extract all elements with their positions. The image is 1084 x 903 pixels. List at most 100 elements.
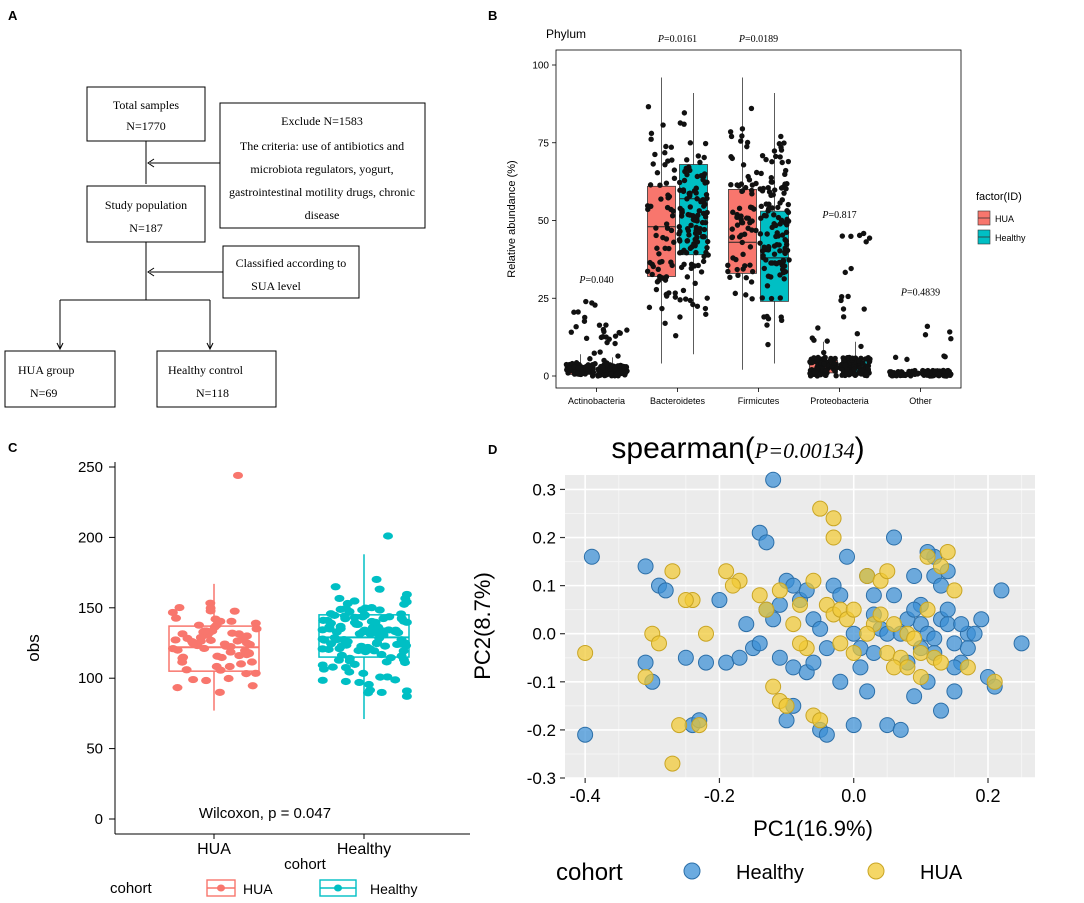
chart-c-point bbox=[390, 676, 401, 684]
chart-b-point bbox=[904, 356, 910, 363]
chart-d-point-healthy bbox=[852, 659, 869, 676]
chart-b-point bbox=[743, 292, 749, 298]
chart-d-point-hua bbox=[724, 577, 741, 594]
chart-b-point bbox=[840, 314, 847, 320]
panel-label-b: B bbox=[488, 8, 497, 23]
chart-c-point bbox=[353, 646, 364, 655]
chart-d-point-hua bbox=[933, 558, 949, 575]
chart-c-point bbox=[401, 692, 412, 700]
chart-b-pvalue: P=0.4839 bbox=[900, 288, 940, 299]
chart-b-point bbox=[778, 185, 785, 191]
chart-b-point bbox=[654, 245, 660, 251]
chart-b-point bbox=[827, 357, 834, 364]
chart-b-point bbox=[681, 261, 687, 268]
chart-d-point-healthy bbox=[906, 568, 923, 584]
chart-b-point bbox=[866, 359, 872, 365]
chart-b-point bbox=[702, 305, 709, 312]
chart-b-point bbox=[725, 268, 731, 275]
total-samples-count: N=1770 bbox=[126, 119, 165, 133]
chart-d-point-healthy bbox=[865, 644, 882, 661]
chart-c-point bbox=[396, 610, 407, 618]
chart-b-point bbox=[729, 226, 735, 232]
chart-d-point-hua bbox=[785, 616, 802, 633]
chart-d-point-healthy bbox=[906, 601, 923, 618]
healthy-control-label: Healthy control bbox=[168, 363, 244, 377]
chart-c-point bbox=[177, 658, 188, 666]
chart-d-point-healthy bbox=[751, 635, 768, 652]
chart-d-ytick-label: 0.2 bbox=[532, 529, 556, 548]
chart-b-point bbox=[782, 181, 788, 187]
chart-b-point bbox=[770, 192, 776, 198]
chart-b-point bbox=[681, 247, 687, 254]
chart-b-point bbox=[665, 195, 671, 201]
chart-b-point bbox=[573, 324, 579, 330]
chart-b-point bbox=[571, 364, 578, 370]
chart-d-legend-title: cohort bbox=[556, 859, 623, 886]
chart-c-point bbox=[401, 590, 412, 599]
chart-c-xtick-label: HUA bbox=[197, 841, 231, 858]
chart-b-point bbox=[694, 303, 701, 309]
chart-c-point bbox=[381, 658, 392, 666]
chart-d-point-hua bbox=[825, 529, 842, 546]
chart-b-point bbox=[856, 232, 863, 239]
chart-c-ytick-label: 50 bbox=[86, 741, 103, 758]
chart-b-point bbox=[768, 274, 774, 280]
chart-b-point bbox=[598, 334, 605, 341]
chart-b-point bbox=[671, 175, 678, 182]
chart-b-point bbox=[734, 214, 740, 220]
chart-b-point bbox=[579, 369, 585, 375]
chart-b-point bbox=[749, 268, 756, 275]
chart-b-point bbox=[684, 274, 691, 280]
chart-b-point bbox=[842, 269, 848, 276]
chart-b-point bbox=[734, 182, 740, 188]
chart-d-xlabel: PC1(16.9%) bbox=[753, 816, 873, 841]
chart-c-point bbox=[401, 598, 412, 606]
total-samples-label: Total samples bbox=[113, 98, 179, 112]
chart-b-point bbox=[663, 143, 669, 150]
hua-group-count: N=69 bbox=[30, 386, 57, 400]
chart-b-point bbox=[782, 249, 788, 256]
chart-b-point bbox=[914, 370, 920, 377]
chart-b-point bbox=[658, 196, 664, 202]
chart-b-point bbox=[851, 366, 858, 372]
chart-d-title-p: P=0.00134 bbox=[754, 438, 855, 463]
chart-c-point bbox=[371, 575, 382, 584]
chart-b-point bbox=[759, 295, 765, 301]
chart-b-point bbox=[839, 233, 846, 239]
chart-b-point bbox=[905, 371, 911, 377]
exclude-line-3: microbiota regulators, yogurt, bbox=[250, 162, 393, 176]
chart-c-point bbox=[344, 668, 355, 676]
chart-b-point bbox=[746, 177, 753, 183]
chart-d-point-healthy bbox=[865, 587, 882, 604]
exclude-line-5: disease bbox=[305, 208, 340, 222]
chart-b-point bbox=[738, 181, 745, 187]
chart-b-point bbox=[838, 293, 845, 300]
chart-d-point-healthy bbox=[711, 592, 728, 609]
chart-d-point-healthy bbox=[785, 659, 802, 676]
chart-d-point-hua bbox=[906, 630, 923, 647]
chart-d-xtick-label: -0.2 bbox=[704, 786, 735, 806]
chart-d-point-hua bbox=[771, 582, 788, 599]
chart-b-point bbox=[738, 232, 745, 238]
chart-b-point bbox=[777, 154, 783, 160]
chart-b-point bbox=[696, 229, 703, 236]
hua-group-label: HUA group bbox=[18, 363, 74, 377]
chart-b-point bbox=[778, 314, 784, 320]
chart-b-point bbox=[888, 369, 895, 376]
chart-c-point bbox=[335, 625, 346, 633]
chart-b-point bbox=[692, 236, 698, 243]
chart-b-point bbox=[650, 161, 656, 167]
chart-b-point bbox=[687, 140, 694, 146]
chart-b-point bbox=[673, 332, 679, 339]
chart-c-point bbox=[334, 594, 345, 603]
chart-b-point bbox=[615, 353, 621, 359]
chart-b-point bbox=[693, 249, 699, 256]
chart-c-point bbox=[201, 676, 212, 685]
chart-b-point bbox=[861, 306, 867, 312]
chart-b-point bbox=[657, 259, 663, 265]
chart-b-point bbox=[778, 133, 784, 140]
chart-d-point-healthy bbox=[966, 625, 983, 642]
chart-d-point-hua bbox=[751, 587, 768, 604]
chart-c-outlier bbox=[233, 471, 243, 480]
